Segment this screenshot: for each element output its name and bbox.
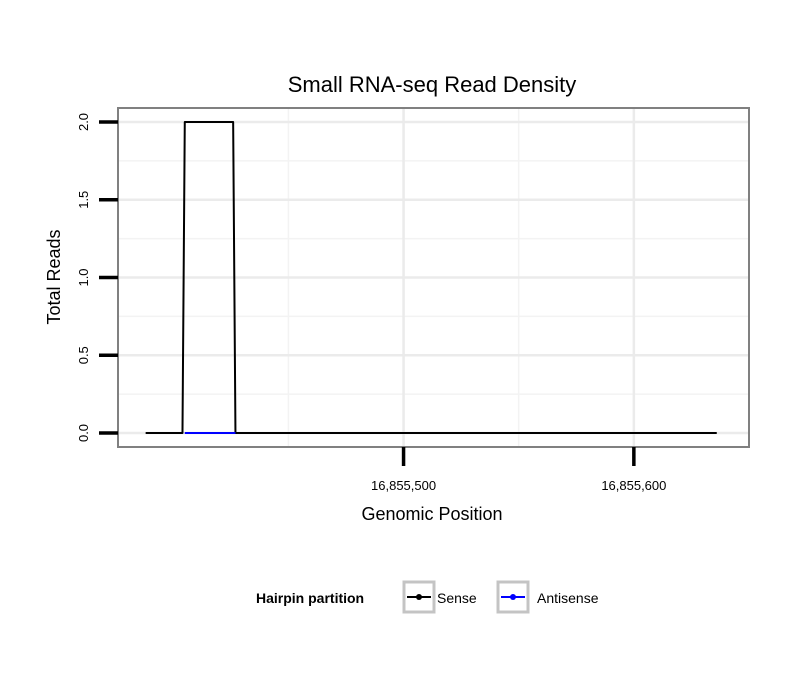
x-axis: 16,855,500 16,855,600: [371, 447, 666, 493]
legend-key-point: [510, 594, 516, 600]
y-tick-label: 1.0: [76, 268, 91, 286]
series-line-sense: [145, 121, 717, 434]
legend: Hairpin partition Sense Antisense: [256, 580, 599, 614]
y-axis: 0.0 0.5 1.0 1.5 2.0: [76, 113, 118, 442]
x-axis-title: Genomic Position: [361, 504, 502, 524]
legend-label: Antisense: [537, 590, 599, 606]
y-axis-title: Total Reads: [44, 229, 64, 324]
chart-title: Small RNA-seq Read Density: [288, 72, 577, 97]
series-lines: [145, 121, 717, 434]
y-tick-label: 1.5: [76, 191, 91, 209]
legend-label: Sense: [437, 590, 477, 606]
legend-title: Hairpin partition: [256, 590, 364, 606]
y-tick-label: 2.0: [76, 113, 91, 131]
y-tick-label: 0.5: [76, 346, 91, 364]
legend-key-point: [416, 594, 422, 600]
x-tick-label: 16,855,500: [371, 478, 436, 493]
y-tick-label: 0.0: [76, 424, 91, 442]
x-tick-label: 16,855,600: [601, 478, 666, 493]
